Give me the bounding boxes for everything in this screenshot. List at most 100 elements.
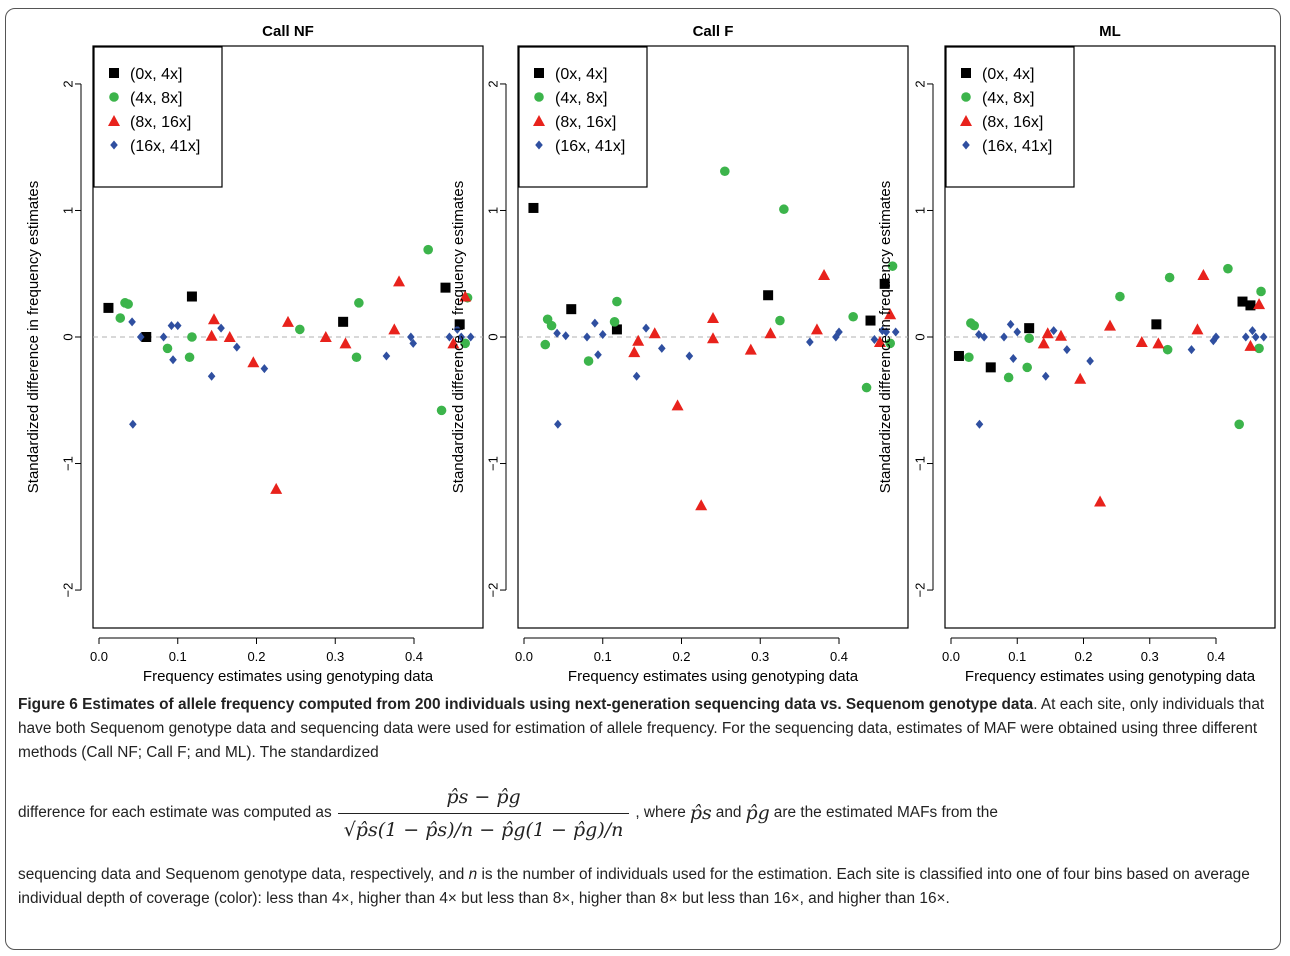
marker-diamond xyxy=(632,371,641,381)
series-triangle xyxy=(628,269,897,511)
caption-text-2: sequencing data and Sequenom genotype da… xyxy=(18,866,469,883)
marker-diamond xyxy=(1187,345,1196,355)
marker-diamond xyxy=(159,332,168,342)
series-triangle xyxy=(205,275,472,494)
marker-diamond xyxy=(1009,354,1018,364)
marker-circle xyxy=(1003,372,1014,383)
marker-diamond xyxy=(642,323,650,333)
marker-circle xyxy=(885,338,895,349)
marker-diamond xyxy=(207,371,216,381)
marker-triangle xyxy=(319,331,332,342)
x-tick-label: 0.2 xyxy=(1074,649,1092,664)
panel-title: Call NF xyxy=(262,23,314,40)
marker-diamond xyxy=(110,140,118,150)
y-axis-label: Standardized difference in frequency est… xyxy=(25,181,42,493)
marker-triangle xyxy=(1152,337,1165,349)
marker-diamond xyxy=(136,332,145,342)
marker-diamond xyxy=(409,338,418,348)
x-tick-label: 0.1 xyxy=(169,649,187,664)
legend: (0x, 4x] (4x, 8x] (8x, 16x] (16x, 41x] xyxy=(518,46,648,188)
panel-title: Call F xyxy=(693,23,734,40)
legend-label: (16x, 41x] xyxy=(555,138,625,155)
marker-square xyxy=(454,319,465,330)
marker-diamond xyxy=(1063,345,1071,355)
marker-diamond xyxy=(1242,332,1250,342)
marker-triangle xyxy=(1074,372,1087,384)
y-axis-label: Standardized difference in frequency est… xyxy=(450,181,467,493)
y-tick-label: −1 xyxy=(60,456,75,471)
marker-triangle xyxy=(247,356,260,368)
marker-square xyxy=(109,68,119,78)
marker-square xyxy=(141,332,152,342)
legend: (0x, 4x] (4x, 8x] (8x, 16x] (16x, 41x] xyxy=(93,46,223,188)
marker-circle xyxy=(540,339,551,350)
marker-circle xyxy=(187,332,197,342)
x-tick-label: 0.3 xyxy=(326,649,344,664)
marker-square xyxy=(103,302,114,313)
y-axis-label: Standardized difference in frequency est… xyxy=(877,181,894,493)
marker-circle xyxy=(123,299,133,309)
marker-circle xyxy=(887,261,898,271)
marker-triangle xyxy=(447,337,460,349)
marker-diamond xyxy=(591,318,599,328)
y-tick-label: 2 xyxy=(912,80,927,87)
marker-square xyxy=(985,362,996,373)
marker-square xyxy=(186,291,197,302)
caption-title: Estimates of allele frequency computed f… xyxy=(82,696,1034,713)
figure-panels: Call NF 0.0 0.1 0.2 0.3 0.4 −2 −1 0 1 2 Frequency e… xyxy=(25,23,1276,685)
marker-diamond xyxy=(1013,327,1022,337)
marker-circle xyxy=(961,92,971,102)
y-tick-label: 2 xyxy=(60,80,75,87)
marker-circle xyxy=(848,311,858,322)
marker-circle xyxy=(1256,286,1266,297)
legend-label: (0x, 4x] xyxy=(555,66,607,83)
y-tick-label: 1 xyxy=(485,207,500,214)
marker-triangle xyxy=(270,482,283,494)
marker-square xyxy=(528,202,539,213)
marker-triangle xyxy=(108,115,120,126)
marker-triangle xyxy=(744,343,757,355)
y-tick-label: −1 xyxy=(912,456,927,471)
marker-diamond xyxy=(457,332,466,342)
series-circle xyxy=(540,166,898,393)
series-circle xyxy=(115,244,473,416)
marker-triangle xyxy=(695,499,708,511)
marker-diamond xyxy=(535,140,543,150)
marker-diamond xyxy=(1049,326,1058,336)
marker-triangle xyxy=(1244,339,1257,351)
legend-label: (4x, 8x] xyxy=(982,90,1034,107)
marker-diamond xyxy=(382,351,391,361)
marker-square xyxy=(763,290,774,301)
marker-triangle xyxy=(1094,495,1107,507)
x-tick-label: 0.4 xyxy=(405,649,423,664)
marker-circle xyxy=(295,324,305,335)
marker-diamond xyxy=(1000,332,1008,342)
y-tick-label: 0 xyxy=(485,333,500,340)
series-triangle xyxy=(1037,269,1266,507)
marker-diamond xyxy=(1041,371,1050,381)
marker-diamond xyxy=(169,355,177,365)
legend-label: (16x, 41x] xyxy=(130,138,200,155)
panel-title: ML xyxy=(1099,23,1121,40)
marker-square xyxy=(953,350,964,361)
marker-circle xyxy=(1022,362,1032,373)
formula-denominator: √p̂s(1 − p̂s)/n − p̂g(1 − p̂g)/n xyxy=(337,812,630,842)
marker-circle xyxy=(779,204,789,215)
marker-diamond xyxy=(445,332,454,342)
figure-caption: Figure 6 Estimates of allele frequency c… xyxy=(18,693,1273,911)
marker-triangle xyxy=(707,332,719,344)
marker-square xyxy=(1151,319,1162,330)
x-tick-label: 0.1 xyxy=(594,649,612,664)
legend-label: (0x, 4x] xyxy=(982,66,1034,83)
x-axis-label: Frequency estimates using genotyping dat… xyxy=(965,668,1256,685)
x-tick-label: 0.0 xyxy=(515,649,533,664)
series-diamond xyxy=(128,317,475,429)
marker-diamond xyxy=(891,327,900,337)
formula-prefix: difference for each estimate was compute… xyxy=(18,804,332,821)
legend-label: (8x, 16x] xyxy=(130,114,191,131)
marker-diamond xyxy=(553,328,561,338)
legend-label: (8x, 16x] xyxy=(982,114,1043,131)
caption-text-3: is the number of individuals used for th… xyxy=(18,866,1250,907)
marker-circle xyxy=(1254,343,1264,354)
marker-square xyxy=(1024,323,1035,334)
